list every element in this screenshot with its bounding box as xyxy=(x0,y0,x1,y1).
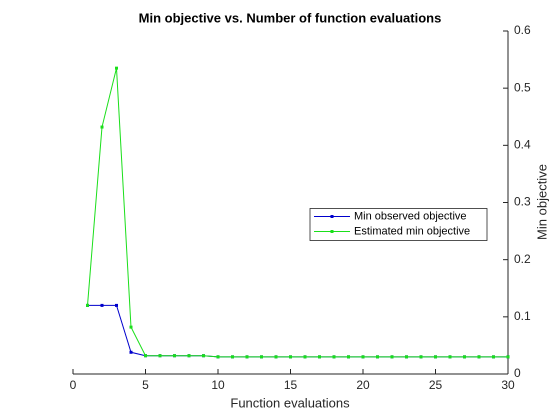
point-marker xyxy=(100,303,104,307)
x-axis-label: Function evaluations xyxy=(230,395,350,410)
point-marker xyxy=(129,350,133,354)
legend-box xyxy=(309,208,488,241)
x-tick-label: 30 xyxy=(501,378,515,392)
point-marker xyxy=(376,355,379,359)
point-marker xyxy=(187,354,191,358)
point-marker xyxy=(477,355,481,359)
x-tick-label: 25 xyxy=(429,378,443,392)
point-marker xyxy=(318,355,321,359)
legend-marker xyxy=(330,215,334,218)
y-tick-label: 0.6 xyxy=(514,23,531,37)
legend-label: Estimated min objective xyxy=(354,225,470,237)
y-tick-label: 0.2 xyxy=(514,252,531,266)
y-tick-label: 0.1 xyxy=(514,309,531,323)
x-tick-label: 5 xyxy=(142,378,149,392)
point-marker xyxy=(144,354,147,358)
point-marker xyxy=(115,66,118,70)
x-tick-label: 0 xyxy=(70,378,77,392)
point-marker xyxy=(86,303,89,307)
point-marker xyxy=(463,355,466,359)
legend-label: Min observed objective xyxy=(354,210,467,222)
point-marker xyxy=(448,355,452,359)
point-marker xyxy=(361,355,365,359)
point-marker xyxy=(245,355,249,359)
point-marker xyxy=(115,303,118,307)
point-marker xyxy=(129,325,133,329)
legend-marker xyxy=(330,230,334,233)
point-marker xyxy=(216,355,220,359)
point-marker xyxy=(347,355,350,359)
point-marker xyxy=(202,354,205,358)
y-tick-label: 0.3 xyxy=(514,195,531,209)
chart-title: Min objective vs. Number of function eva… xyxy=(139,10,442,25)
x-tick-label: 20 xyxy=(356,378,370,392)
point-marker xyxy=(492,355,495,359)
point-marker xyxy=(173,354,176,358)
point-marker xyxy=(260,355,263,359)
x-tick-label: 15 xyxy=(284,378,298,392)
y-tick-label: 0.4 xyxy=(514,138,531,152)
series-line xyxy=(87,68,508,358)
point-marker xyxy=(434,355,437,359)
point-marker xyxy=(390,355,394,359)
series-line xyxy=(87,304,508,358)
x-tick-label: 10 xyxy=(211,378,225,392)
point-marker xyxy=(332,355,336,359)
point-marker xyxy=(274,355,278,359)
y-axis-label: Min objective xyxy=(534,164,549,240)
point-marker xyxy=(419,355,423,359)
point-marker xyxy=(506,355,510,359)
point-marker xyxy=(158,354,162,358)
y-tick-label: 0.5 xyxy=(514,80,531,94)
point-marker xyxy=(289,355,292,359)
y-tick-label: 0 xyxy=(514,366,521,380)
legend: Min observed objective Estimated min obje… xyxy=(309,208,488,241)
point-marker xyxy=(100,125,104,129)
point-marker xyxy=(231,355,234,359)
point-marker xyxy=(303,355,307,359)
point-marker xyxy=(405,355,408,359)
